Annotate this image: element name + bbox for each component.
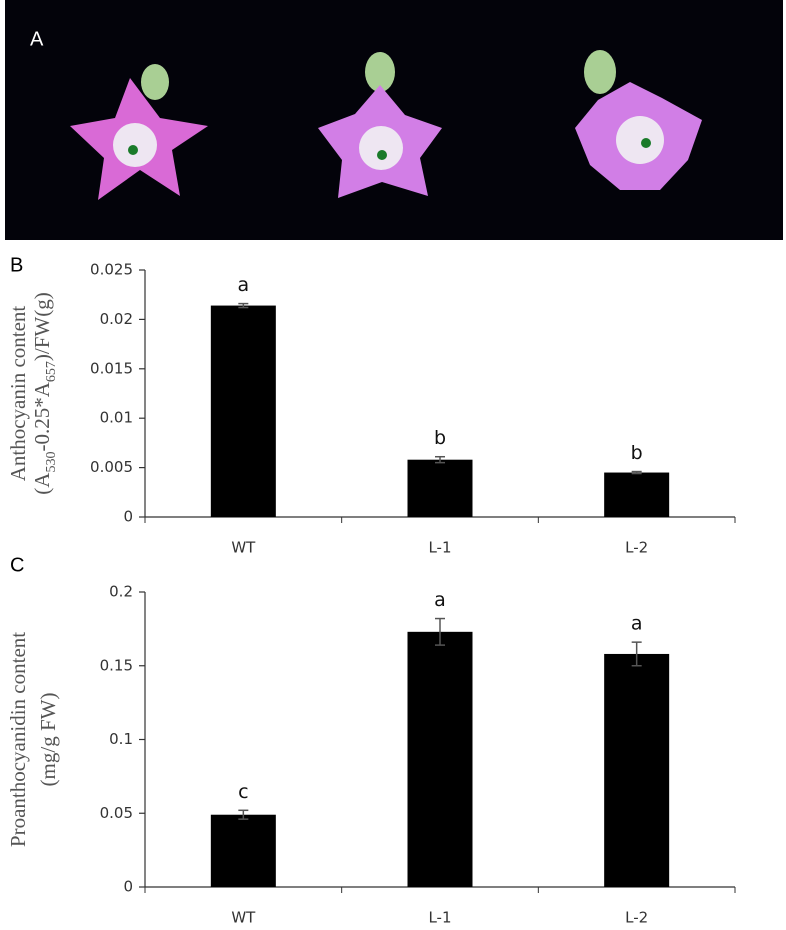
- significance-letter: b: [434, 427, 446, 449]
- significance-letter: a: [238, 274, 250, 296]
- flower-photo: [575, 50, 702, 190]
- y-axis-label: Proanthocyanidin content: [6, 632, 30, 847]
- x-tick-label: L-2: [625, 539, 648, 557]
- x-tick-label: WT: [231, 909, 256, 927]
- y-tick-label: 0.025: [90, 261, 133, 279]
- y-axis-label-subscript: 657: [44, 361, 59, 382]
- y-tick-label: 0.15: [100, 656, 133, 674]
- y-tick-label: 0: [123, 508, 133, 526]
- panel-label: B: [10, 254, 23, 276]
- bar: [210, 814, 276, 887]
- y-axis-label-part: (A: [30, 472, 54, 495]
- y-axis-label: (A530-0.25*A657)/FW(g): [30, 292, 59, 494]
- y-tick-label: 0.01: [100, 409, 133, 427]
- bar: [604, 653, 670, 887]
- y-axis-label: (mg/g FW): [36, 693, 60, 787]
- x-tick-label: L-1: [428, 909, 451, 927]
- significance-letter: a: [434, 589, 446, 611]
- bar: [407, 459, 473, 517]
- y-tick-label: 0.1: [109, 730, 133, 748]
- bar: [210, 305, 276, 517]
- significance-letter: a: [631, 613, 643, 635]
- y-tick-label: 0.015: [90, 359, 133, 377]
- y-tick-label: 0.2: [109, 583, 133, 601]
- x-tick-label: L-1: [428, 539, 451, 557]
- y-axis-label-part: -0.25*A: [30, 381, 54, 451]
- y-axis-label-part: )/FW(g): [30, 292, 54, 361]
- y-axis-label-subscript: 530: [44, 452, 59, 473]
- panel-label: A: [30, 28, 44, 50]
- y-tick-label: 0: [123, 878, 133, 896]
- y-tick-label: 0.005: [90, 458, 133, 476]
- y-axis-label-part: (mg/g FW): [36, 693, 60, 787]
- significance-letter: c: [238, 781, 248, 803]
- y-axis-label: Anthocyanin content: [6, 306, 30, 482]
- x-tick-label: WT: [231, 539, 256, 557]
- bar: [407, 631, 473, 887]
- y-axis-label-part: Proanthocyanidin content: [6, 632, 30, 847]
- y-tick-label: 0.02: [100, 310, 133, 328]
- bar: [604, 472, 670, 517]
- photo-panel: A: [5, 0, 783, 240]
- y-axis-label-part: Anthocyanin content: [6, 306, 30, 482]
- x-tick-label: L-2: [625, 909, 648, 927]
- flower-photo: [318, 52, 442, 198]
- flower-photo: [70, 64, 208, 200]
- significance-letter: b: [631, 442, 643, 464]
- y-tick-label: 0.05: [100, 804, 133, 822]
- panel-label: C: [10, 554, 24, 576]
